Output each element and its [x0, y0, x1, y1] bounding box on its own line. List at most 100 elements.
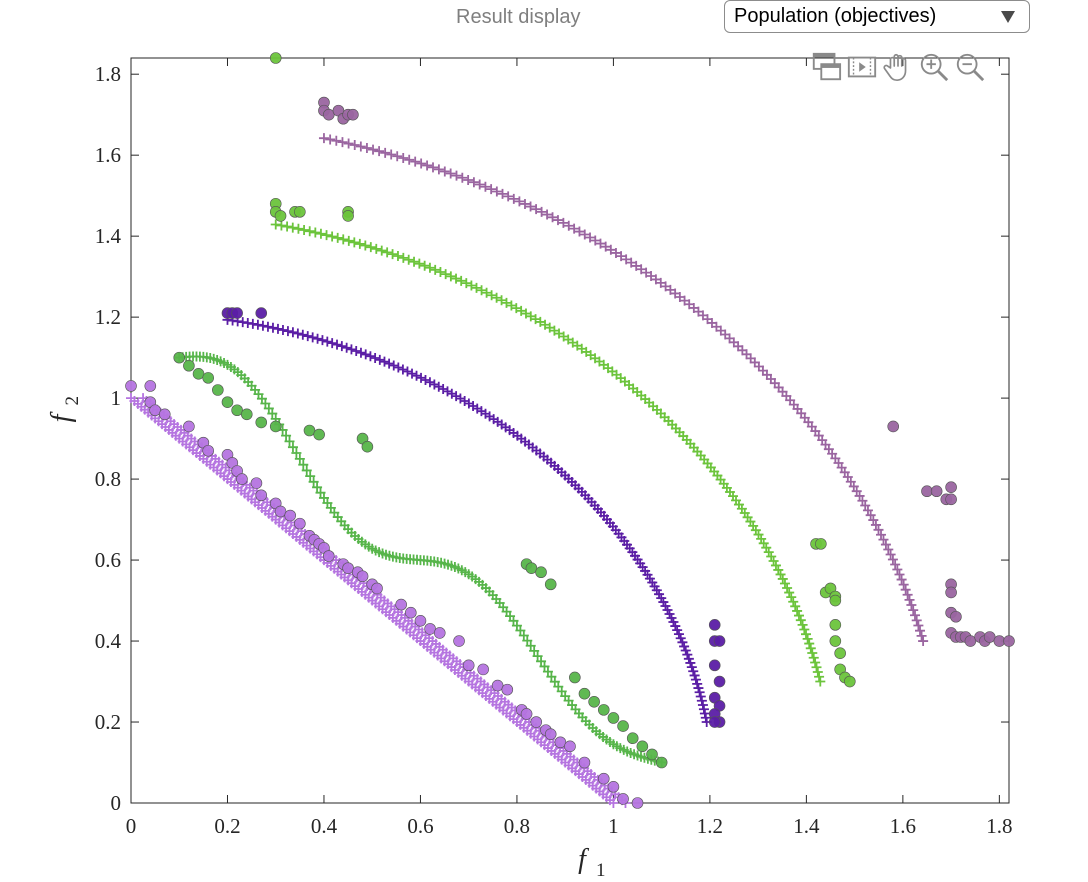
front-marker [519, 198, 530, 209]
data-point [356, 570, 369, 583]
data-point [964, 635, 977, 647]
data-point [202, 372, 214, 384]
data-point [887, 420, 900, 433]
chevron-down-icon [1001, 11, 1015, 23]
front-marker [420, 375, 431, 386]
front-marker [486, 290, 497, 301]
data-point [149, 404, 161, 417]
front-marker [307, 332, 318, 343]
front-marker [398, 252, 409, 263]
front-marker [777, 573, 788, 584]
result-display-label: Result display [456, 6, 581, 28]
front-marker [302, 331, 313, 342]
front-marker [585, 232, 596, 243]
data-point [554, 736, 567, 749]
y-tick-label: 0 [111, 791, 122, 815]
y-tick-label: 1.4 [95, 224, 122, 248]
front-marker [349, 140, 360, 151]
data-point [250, 477, 263, 489]
front-marker [349, 237, 360, 248]
front-marker [808, 652, 819, 663]
data-point [945, 586, 957, 599]
y-tick-label: 0.4 [95, 629, 122, 653]
front-marker [317, 335, 328, 346]
front-marker [608, 798, 619, 808]
front-marker [416, 372, 427, 383]
front-marker [287, 222, 298, 233]
data-point [144, 380, 157, 392]
front-marker [812, 666, 823, 677]
data-point [453, 635, 465, 647]
front-marker [294, 453, 305, 464]
front-marker [433, 164, 444, 175]
front-marker [471, 282, 482, 293]
front-marker [341, 342, 352, 353]
front-marker [277, 324, 288, 335]
front-marker [811, 662, 822, 673]
front-marker [270, 219, 281, 230]
front-marker [878, 534, 889, 545]
copy-figure-icon[interactable] [810, 50, 842, 84]
front-marker [898, 579, 909, 590]
y-tick-label: 0.8 [95, 467, 121, 491]
front-marker [558, 217, 569, 228]
front-marker [595, 238, 606, 249]
data-point [1003, 635, 1015, 647]
front-marker [590, 235, 601, 246]
data-point [626, 732, 639, 745]
front-marker [376, 245, 387, 256]
data-point [462, 659, 475, 672]
front-marker [393, 362, 404, 373]
front-marker [518, 630, 529, 641]
front-marker [262, 321, 273, 332]
front-marker [338, 234, 349, 245]
front-marker [547, 212, 558, 223]
front-marker [900, 584, 911, 595]
front-marker [312, 482, 323, 493]
front-marker [466, 280, 477, 291]
zoom-in-icon[interactable] [918, 50, 950, 84]
front-marker [398, 153, 409, 164]
data-point [930, 485, 943, 498]
data-point [713, 635, 726, 647]
front-marker [908, 605, 919, 616]
front-marker [915, 625, 926, 636]
data-point [525, 562, 538, 574]
front-marker [445, 168, 456, 179]
front-marker [569, 223, 580, 234]
front-marker [407, 368, 418, 379]
data-point [371, 582, 383, 595]
data-point [221, 396, 234, 408]
front-marker [298, 459, 309, 470]
export-animation-icon[interactable] [846, 50, 878, 84]
pan-hand-icon[interactable] [882, 50, 914, 84]
front-marker [267, 322, 278, 333]
front-marker [814, 671, 825, 682]
x-axis-label: f [578, 844, 589, 875]
data-point [535, 566, 547, 579]
front-marker [355, 141, 366, 152]
series-4 [269, 52, 856, 688]
front-marker [424, 262, 435, 273]
data-point [607, 781, 620, 793]
series-2 [173, 351, 668, 769]
front-marker [786, 592, 797, 603]
zoom-out-icon[interactable] [954, 50, 986, 84]
front-marker [522, 635, 533, 646]
front-marker [536, 206, 547, 217]
front-marker [304, 226, 315, 237]
front-marker [476, 285, 487, 296]
front-marker [370, 352, 381, 363]
data-point [231, 404, 243, 417]
dropdown-selected-value: Population (objectives) [734, 5, 937, 27]
x-tick-label: 0.6 [407, 814, 433, 838]
front-marker [424, 377, 435, 388]
x-tick-label: 1.4 [793, 814, 820, 838]
front-marker [799, 624, 810, 635]
data-point [158, 408, 171, 421]
result-display-dropdown[interactable]: Population (objectives) [724, 0, 1030, 33]
data-point [844, 675, 856, 688]
front-marker [876, 529, 887, 540]
front-marker [332, 232, 343, 243]
